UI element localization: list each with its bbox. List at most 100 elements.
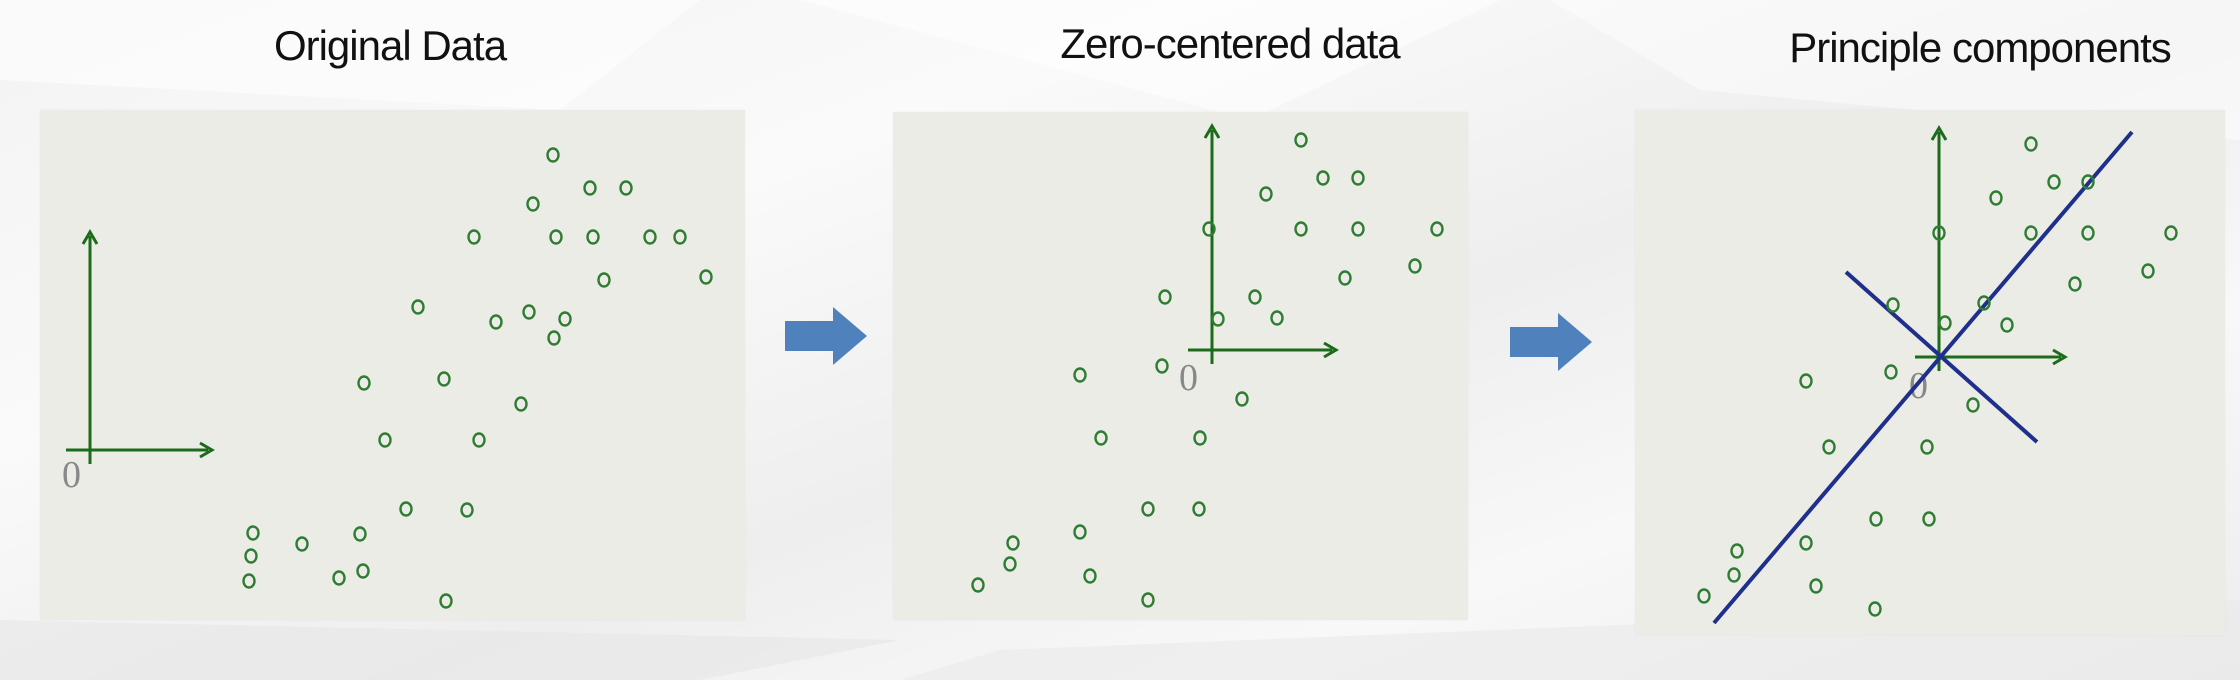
data-point: [1141, 501, 1155, 517]
data-point: [356, 563, 370, 579]
data-point: [2068, 276, 2082, 292]
data-point: [1799, 373, 1813, 389]
zero-centered-plot: 0: [971, 123, 1444, 608]
data-point: [699, 269, 713, 285]
data-point: [1430, 221, 1444, 237]
data-point: [549, 229, 563, 245]
data-point: [1083, 568, 1097, 584]
x-axis-arrowhead: [199, 441, 215, 459]
data-point: [514, 396, 528, 412]
data-point: [467, 229, 481, 245]
data-point: [1868, 601, 1882, 617]
data-point: [2000, 317, 2014, 333]
data-point: [1158, 289, 1172, 305]
data-point: [586, 229, 600, 245]
data-point: [1316, 170, 1330, 186]
data-point: [295, 536, 309, 552]
data-point: [1727, 567, 1741, 583]
data-points: [971, 132, 1444, 608]
data-point: [547, 330, 561, 346]
data-point: [439, 593, 453, 609]
data-point: [378, 432, 392, 448]
principal-component-lines: [1712, 130, 2134, 625]
data-point: [2164, 225, 2178, 241]
data-point: [1938, 315, 1952, 331]
data-point: [546, 147, 560, 163]
data-point: [2081, 174, 2095, 190]
origin-label: 0: [1179, 357, 1198, 399]
data-point: [1235, 391, 1249, 407]
data-point: [2024, 225, 2038, 241]
data-point: [1730, 543, 1744, 559]
data-point: [1351, 170, 1365, 186]
data-point: [411, 299, 425, 315]
axes: [66, 229, 215, 464]
arrow-right-icon: [1510, 313, 1592, 371]
data-point: [1989, 190, 2003, 206]
data-point: [1270, 310, 1284, 326]
data-point: [1248, 289, 1262, 305]
data-point: [673, 229, 687, 245]
data-point: [353, 526, 367, 542]
data-point: [1884, 364, 1898, 380]
data-point: [1003, 556, 1017, 572]
data-point: [2024, 136, 2038, 152]
data-point: [619, 180, 633, 196]
x-axis-arrowhead: [2052, 348, 2068, 366]
data-point: [1211, 311, 1225, 327]
data-point: [246, 525, 260, 541]
data-point: [1192, 501, 1206, 517]
data-point: [1351, 221, 1365, 237]
data-point: [597, 272, 611, 288]
data-point: [971, 577, 985, 593]
data-point: [583, 180, 597, 196]
data-points: [242, 147, 713, 609]
data-point: [1202, 221, 1216, 237]
data-points: [1697, 136, 2178, 617]
first-principal-component: [1712, 130, 2134, 625]
data-point: [2081, 225, 2095, 241]
arrow-right-icon: [785, 307, 867, 365]
data-point: [1799, 535, 1813, 551]
data-point: [1006, 535, 1020, 551]
original-data-plot: 0: [62, 147, 713, 609]
data-point: [1920, 439, 1934, 455]
y-axis-arrowhead: [1930, 125, 1948, 141]
data-point: [399, 501, 413, 517]
data-point: [1966, 397, 1980, 413]
origin-label: 0: [62, 454, 81, 496]
data-point: [1294, 221, 1308, 237]
data-point: [1073, 367, 1087, 383]
panel-original-data: 0: [40, 110, 745, 620]
panel-principal-components: 0: [1635, 110, 2225, 635]
data-point: [1922, 511, 1936, 527]
data-point: [1155, 358, 1169, 374]
origin-label: 0: [1909, 365, 1928, 407]
y-axis-arrowhead: [1203, 123, 1221, 139]
data-point: [1886, 297, 1900, 313]
data-point: [1073, 524, 1087, 540]
data-point: [1408, 258, 1422, 274]
data-point: [472, 432, 486, 448]
axes: [1915, 125, 2068, 371]
data-point: [558, 311, 572, 327]
data-point: [1977, 295, 1991, 311]
data-point: [489, 314, 503, 330]
axes: [1188, 123, 1339, 364]
data-point: [1294, 132, 1308, 148]
data-point: [1141, 592, 1155, 608]
data-point: [1822, 439, 1836, 455]
panel-zero-centered-data: 0: [893, 112, 1468, 620]
principal-components-plot: 0: [1697, 125, 2178, 625]
data-point: [1809, 578, 1823, 594]
panel-title-principal-components: Principle components: [1789, 24, 2172, 71]
data-point: [1932, 225, 1946, 241]
data-point: [2141, 263, 2155, 279]
data-point: [244, 548, 258, 564]
data-point: [460, 502, 474, 518]
data-point: [2047, 174, 2061, 190]
data-point: [1869, 511, 1883, 527]
data-point: [1094, 430, 1108, 446]
second-principal-component: [1844, 270, 2039, 444]
data-point: [1338, 270, 1352, 286]
